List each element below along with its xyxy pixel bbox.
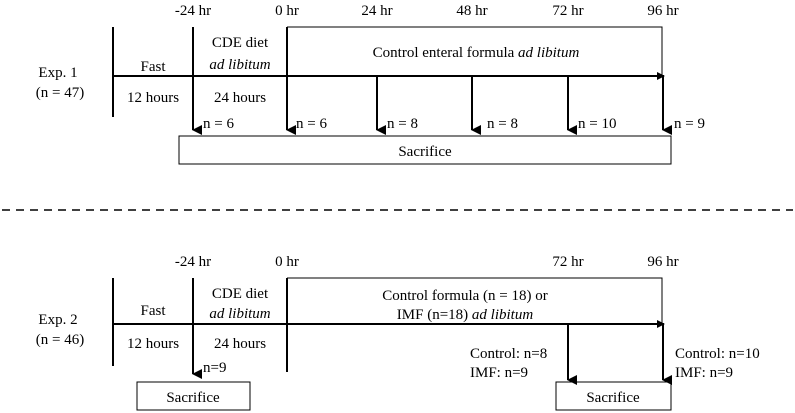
exp1-time-label: -24 hr <box>175 3 211 19</box>
exp2-group72-control: Control: n=8 <box>470 346 547 362</box>
exp2-section: -24 hr 0 hr 72 hr 96 hr Exp. 2 (n = 46) … <box>36 254 760 411</box>
exp1-n-label: n = 6 <box>203 116 234 132</box>
exp2-formula-line2: IMF (n=18) ad libitum <box>397 307 534 323</box>
exp2-group96-imf: IMF: n=9 <box>675 365 733 381</box>
exp1-formula-label: Control enteral formula ad libitum <box>373 45 580 61</box>
exp1-n-label: n = 8 <box>487 116 518 132</box>
exp2-cde-label: CDE diet <box>212 286 269 302</box>
exp2-sacrifice-box-left <box>136 381 251 411</box>
exp2-group96-control: Control: n=10 <box>675 346 760 362</box>
exp2-time-label: 0 hr <box>275 254 299 270</box>
exp2-formula-box <box>287 277 663 324</box>
exp2-fast-label: Fast <box>140 303 166 319</box>
exp1-n-label: n = 6 <box>296 116 327 132</box>
exp1-time-label: 96 hr <box>647 3 678 19</box>
exp1-n-label: n = 9 <box>674 116 705 132</box>
exp2-time-label: 72 hr <box>552 254 583 270</box>
exp1-time-label: 24 hr <box>361 3 392 19</box>
exp1-n-label: n = 8 <box>387 116 418 132</box>
exp1-sacrifice-box <box>178 135 672 165</box>
exp2-n-label: n=9 <box>203 360 226 376</box>
exp1-sample-size: (n = 47) <box>36 85 84 101</box>
exp1-time-label: 72 hr <box>552 3 583 19</box>
exp1-time-label: 48 hr <box>456 3 487 19</box>
exp2-fast-duration: 12 hours <box>127 336 179 352</box>
exp2-label: Exp. 2 <box>38 312 77 328</box>
exp2-group72-imf: IMF: n=9 <box>470 365 528 381</box>
exp1-time-label: 0 hr <box>275 3 299 19</box>
exp2-cde-duration: 24 hours <box>214 336 266 352</box>
exp2-sacrifice-box-right <box>555 381 672 411</box>
exp1-section: -24 hr 0 hr 24 hr 48 hr 72 hr 96 hr Exp.… <box>36 3 705 165</box>
exp1-fast-label: Fast <box>140 59 166 75</box>
exp2-time-label: -24 hr <box>175 254 211 270</box>
exp2-formula-line1: Control formula (n = 18) or <box>382 288 548 304</box>
exp1-cde-duration: 24 hours <box>214 90 266 106</box>
exp1-n-label: n = 10 <box>578 116 616 132</box>
exp2-cde-adlib: ad libitum <box>209 306 270 322</box>
exp1-fast-duration: 12 hours <box>127 90 179 106</box>
exp1-cde-label: CDE diet <box>212 35 269 51</box>
exp1-cde-adlib: ad libitum <box>209 57 270 73</box>
exp1-sacrifice-label: Sacrifice <box>398 144 452 160</box>
exp1-formula-box <box>287 26 663 76</box>
exp2-sacrifice-label-left: Sacrifice <box>166 390 220 406</box>
exp2-sample-size: (n = 46) <box>36 332 84 348</box>
exp1-label: Exp. 1 <box>38 65 77 81</box>
exp2-time-label: 96 hr <box>647 254 678 270</box>
exp2-sacrifice-label-right: Sacrifice <box>586 390 640 406</box>
